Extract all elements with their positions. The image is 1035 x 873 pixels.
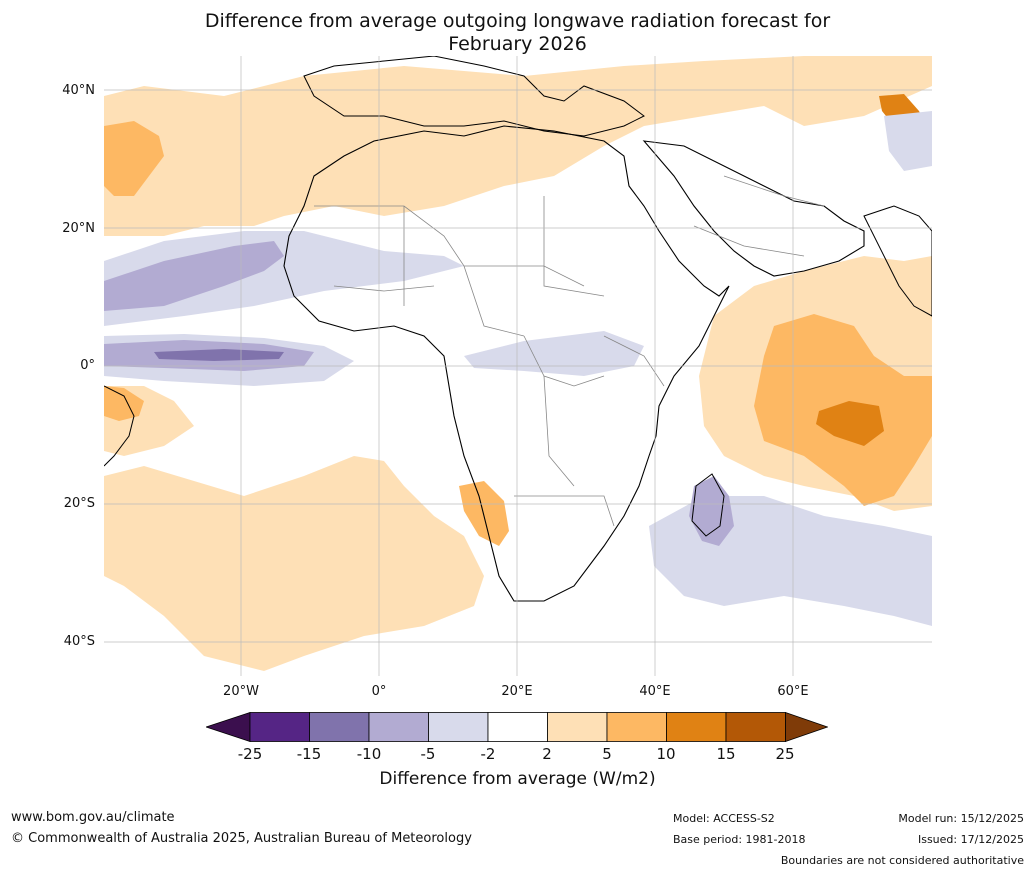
colorbar-swatch [309,712,370,742]
anomaly-orange-namibia [459,481,509,546]
footer-copyright: © Commonwealth of Australia 2025, Austra… [11,831,472,846]
lon-label-20w: 20°W [223,684,259,699]
colorbar-swatch [368,712,429,742]
anomaly-lightpurple-congo [464,331,644,376]
lon-label-0: 0° [371,684,387,699]
lon-label-20e: 20°E [501,684,533,699]
lat-label-40s: 40°S [63,634,95,649]
colorbar-swatch [428,712,489,742]
lon-label-40e: 40°E [639,684,671,699]
anomaly-lightpurple-seasia [884,111,932,171]
africa-coastline [283,125,730,602]
title-line-1: Difference from average outgoing longwav… [204,10,831,32]
title-line-2: February 2026 [448,33,587,55]
lat-label-20n: 20°N [62,221,95,236]
colorbar-tick: -15 [296,745,322,763]
anomaly-light-orange-satlantic [104,456,484,671]
lon-label-60e: 60°E [777,684,809,699]
colorbar-swatch [487,712,548,742]
anomaly-purple-band [104,241,284,311]
colorbar-swatch [666,712,727,742]
colorbar-swatch [725,712,786,742]
colorbar-extend-high [785,712,828,742]
india-coastline [863,205,932,317]
colorbar-tick: 5 [602,745,612,763]
map-panel[interactable] [104,56,932,676]
country-borders [314,175,825,527]
footer-url[interactable]: www.bom.gov.au/climate [11,810,175,825]
colorbar [206,712,828,742]
anomaly-darkorange-indian [816,401,884,446]
colorbar-tick: 25 [775,745,795,763]
colorbar-swatch [249,712,310,742]
brazil-coastline [104,385,135,467]
lat-label-0: 0° [80,358,95,373]
anomaly-orange-atlantic [104,121,164,196]
footer-issued: Issued: 17/12/2025 [917,833,1024,846]
colorbar-tick: 15 [716,745,736,763]
footer-base-period: Base period: 1981-2018 [673,833,806,846]
anomaly-orange-brazil [104,386,144,421]
europe-coastline [303,56,645,137]
footer-disclaimer: Boundaries are not considered authoritat… [780,854,1024,867]
colorbar-swatch [606,712,667,742]
madagascar-outline [691,473,725,537]
colorbar-tick: 10 [656,745,676,763]
colorbar-tick: -2 [480,745,496,763]
lat-label-40n: 40°N [62,83,95,98]
chart-title: Difference from average outgoing longwav… [0,10,1035,56]
colorbar-tick: -10 [356,745,382,763]
colorbar-label: Difference from average (W/m2) [379,769,656,789]
anomaly-darkpurple-equator [154,349,284,361]
colorbar-tick: -25 [237,745,263,763]
colorbar-swatch [547,712,608,742]
colorbar-tick: -5 [420,745,436,763]
graticule [104,56,932,676]
arabia-coastline [642,140,865,277]
anomaly-light-orange-north [104,56,932,236]
lat-label-20s: 20°S [63,496,95,511]
colorbar-extend-low [206,712,251,742]
footer-model: Model: ACCESS-S2 [673,812,775,825]
footer-model-run: Model run: 15/12/2025 [898,812,1024,825]
colorbar-tick: 2 [542,745,552,763]
